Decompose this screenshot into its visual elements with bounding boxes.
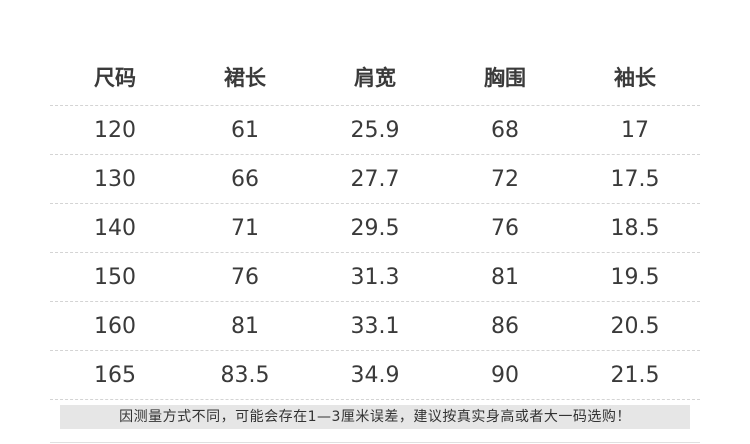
table-row: 140 71 29.5 76 18.5 bbox=[50, 204, 700, 253]
table-cell: 71 bbox=[231, 215, 259, 241]
table-cell: 61 bbox=[231, 117, 259, 143]
header-cell: 肩宽 bbox=[354, 65, 396, 90]
table-cell: 27.7 bbox=[350, 166, 400, 192]
header-cell: 裙长 bbox=[224, 65, 266, 90]
table-cell: 21.5 bbox=[610, 362, 660, 388]
table-cell: 165 bbox=[94, 362, 136, 388]
table-cell: 17.5 bbox=[610, 166, 660, 192]
table-cell: 72 bbox=[491, 166, 519, 192]
table-cell: 18.5 bbox=[610, 215, 660, 241]
table-row: 120 61 25.9 68 17 bbox=[50, 106, 700, 155]
table-row: 130 66 27.7 72 17.5 bbox=[50, 155, 700, 204]
table-cell: 140 bbox=[94, 215, 136, 241]
table-cell: 20.5 bbox=[610, 313, 660, 339]
table-cell: 19.5 bbox=[610, 264, 660, 290]
table-cell: 76 bbox=[491, 215, 519, 241]
header-cell: 袖长 bbox=[614, 65, 656, 90]
size-chart-table: 尺码 裙长 肩宽 胸围 袖长 120 61 25.9 68 17 130 66 27.7 72 1… bbox=[50, 48, 700, 400]
table-cell: 29.5 bbox=[350, 215, 400, 241]
table-row: 165 83.5 34.9 90 21.5 bbox=[50, 351, 700, 400]
table-cell: 90 bbox=[491, 362, 519, 388]
table-cell: 33.1 bbox=[350, 313, 400, 339]
header-cell: 尺码 bbox=[94, 65, 136, 90]
header-cell: 胸围 bbox=[484, 65, 526, 90]
table-cell: 160 bbox=[94, 313, 136, 339]
table-cell: 81 bbox=[491, 264, 519, 290]
table-cell: 17 bbox=[621, 117, 649, 143]
table-cell: 150 bbox=[94, 264, 136, 290]
table-cell: 76 bbox=[231, 264, 259, 290]
table-cell: 68 bbox=[491, 117, 519, 143]
table-cell: 83.5 bbox=[220, 362, 270, 388]
table-cell: 130 bbox=[94, 166, 136, 192]
table-cell: 86 bbox=[491, 313, 519, 339]
table-cell: 120 bbox=[94, 117, 136, 143]
table-cell: 66 bbox=[231, 166, 259, 192]
measurement-note: 因测量方式不同，可能会存在1—3厘米误差，建议按真实身高或者大一码选购！ bbox=[60, 405, 690, 429]
table-row: 160 81 33.1 86 20.5 bbox=[50, 302, 700, 351]
table-row: 150 76 31.3 81 19.5 bbox=[50, 253, 700, 302]
table-cell: 34.9 bbox=[350, 362, 400, 388]
table-header-row: 尺码 裙长 肩宽 胸围 袖长 bbox=[50, 48, 700, 106]
table-cell: 81 bbox=[231, 313, 259, 339]
table-cell: 25.9 bbox=[350, 117, 400, 143]
divider bbox=[50, 442, 700, 443]
table-cell: 31.3 bbox=[350, 264, 400, 290]
